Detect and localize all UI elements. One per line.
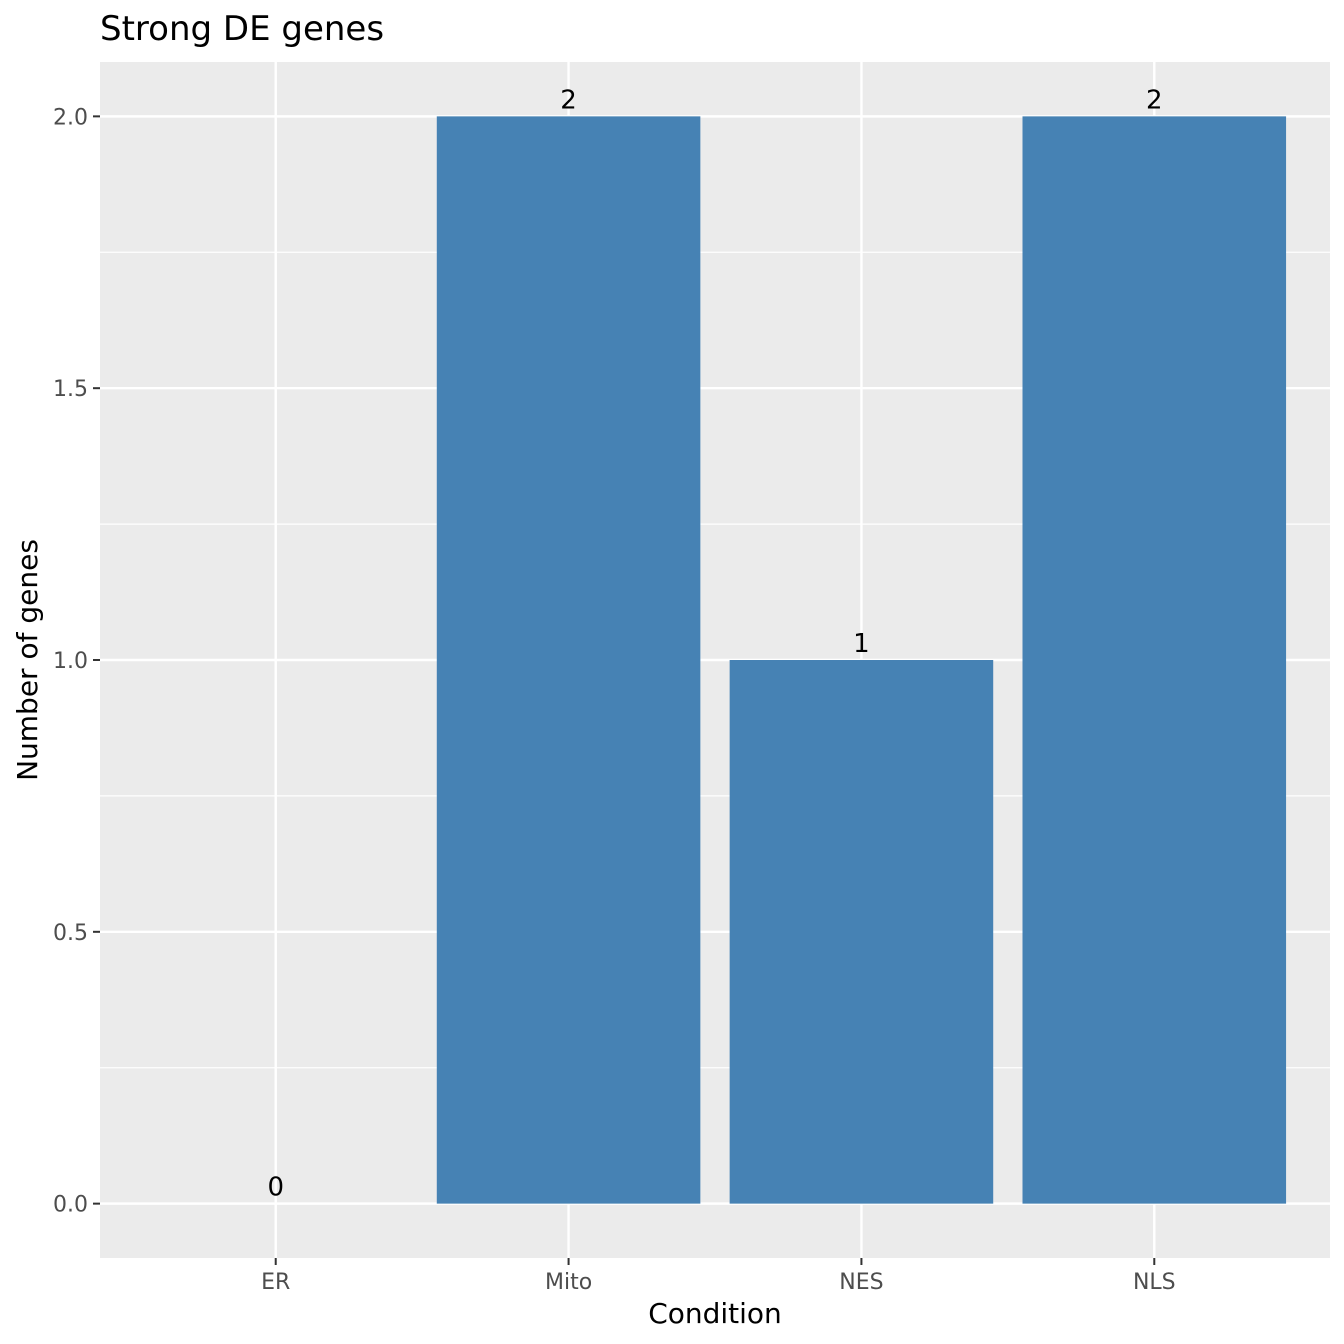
- bar-mito: [436, 116, 701, 1204]
- x-tick-label: ER: [261, 1270, 290, 1295]
- x-axis: ER Mito NES NLS: [261, 1258, 1176, 1295]
- x-tick-label: NLS: [1133, 1270, 1176, 1295]
- y-axis-title: Number of genes: [11, 539, 44, 781]
- data-labels: 0 2 1 2: [267, 85, 1162, 1202]
- x-axis-title: Condition: [648, 1297, 782, 1330]
- y-axis: 0.0 0.5 1.0 1.5 2.0: [53, 105, 100, 1218]
- bar-nls: [1022, 116, 1287, 1204]
- data-label-mito: 2: [560, 85, 577, 115]
- y-tick-label: 1.0: [53, 649, 88, 674]
- y-tick-label: 0.0: [53, 1193, 88, 1218]
- y-tick-label: 2.0: [53, 105, 88, 130]
- chart-title: Strong DE genes: [100, 9, 384, 49]
- data-label-er: 0: [267, 1173, 284, 1203]
- bars: [436, 116, 1287, 1204]
- x-tick-label: Mito: [545, 1270, 592, 1295]
- x-tick-label: NES: [839, 1270, 883, 1295]
- data-label-nes: 1: [853, 629, 870, 659]
- data-label-nls: 2: [1146, 85, 1163, 115]
- y-tick-label: 1.5: [53, 377, 88, 402]
- bar-nes: [729, 660, 994, 1204]
- y-tick-label: 0.5: [53, 921, 88, 946]
